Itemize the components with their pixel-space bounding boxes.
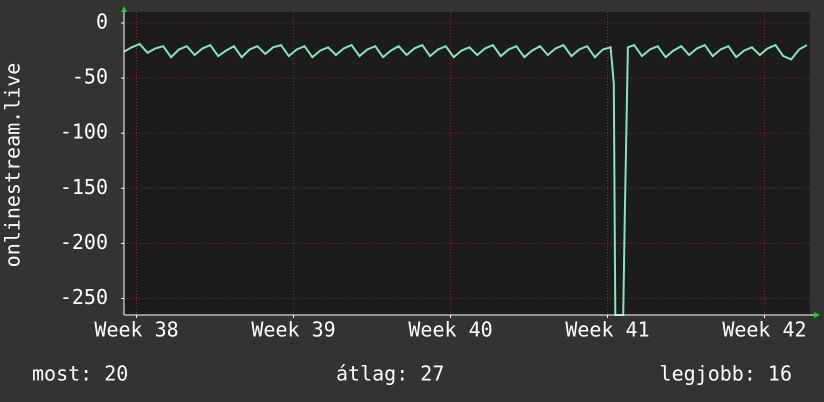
y-tick-label: -150	[60, 175, 108, 199]
x-tick-label: Week 41	[565, 318, 649, 342]
y-tick-label: -100	[60, 120, 108, 144]
data-line	[123, 42, 808, 316]
x-tick-label: Week 38	[94, 318, 178, 342]
x-tick-label: Week 40	[408, 318, 492, 342]
plot-area	[124, 12, 810, 315]
x-tick-label: Week 39	[251, 318, 335, 342]
x-axis-arrow	[814, 312, 820, 318]
stat-current: most: 20	[32, 362, 128, 386]
y-tick-label: 0	[96, 10, 108, 34]
stat-best: legjobb: 16	[660, 362, 792, 386]
stat-average: átlag: 27	[336, 362, 444, 386]
y-axis-arrow	[121, 6, 127, 12]
y-tick-label: -200	[60, 230, 108, 254]
y-tick-label: -50	[72, 65, 108, 89]
x-tick-label: Week 42	[722, 318, 806, 342]
y-axis-label: onlinestream.live	[1, 63, 25, 268]
y-tick-label: -250	[60, 285, 108, 309]
